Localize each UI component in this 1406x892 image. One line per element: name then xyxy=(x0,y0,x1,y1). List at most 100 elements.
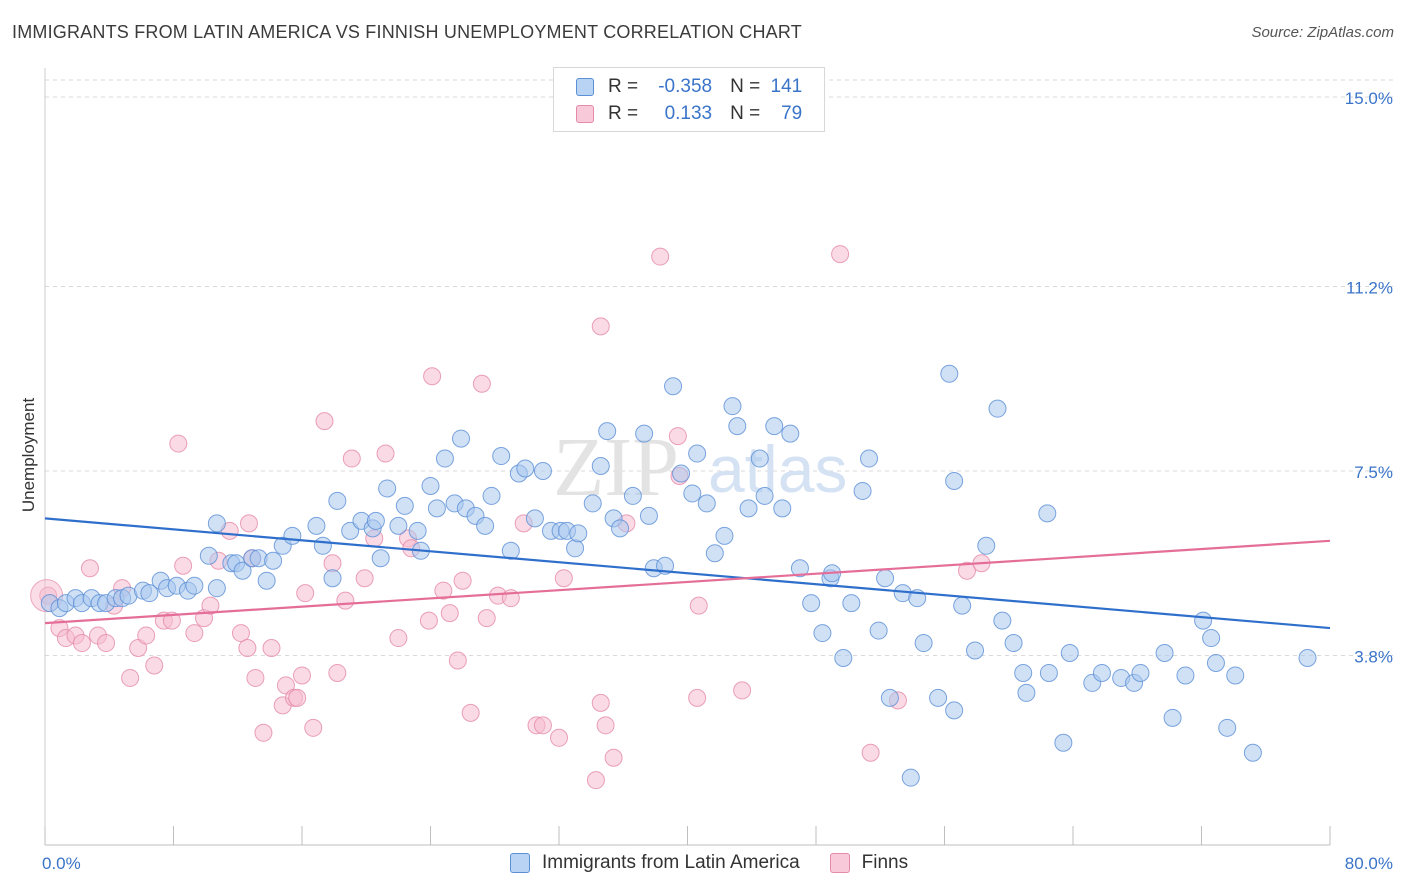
latin-america-point xyxy=(233,561,252,580)
latin-america-point xyxy=(853,481,872,500)
finns-point xyxy=(254,723,273,742)
latin-america-point xyxy=(842,594,861,613)
latin-america-point xyxy=(1218,718,1237,737)
latin-america-point xyxy=(611,519,630,538)
finns-point xyxy=(355,569,374,588)
latin-america-point xyxy=(940,364,959,383)
latin-america-point xyxy=(492,447,511,466)
latin-america-point xyxy=(755,486,774,505)
latin-america-point xyxy=(283,526,302,545)
latin-america-point xyxy=(953,596,972,615)
latin-america-point xyxy=(773,499,792,518)
finns-point xyxy=(262,639,281,658)
finns-point xyxy=(288,688,307,707)
legend-n-value: 141 xyxy=(770,76,803,97)
latin-america-point xyxy=(264,551,283,570)
latin-america-point xyxy=(257,571,276,590)
latin-america-point xyxy=(966,641,985,660)
latin-america-point xyxy=(1163,708,1182,727)
latin-america-point xyxy=(371,549,390,568)
finns-point xyxy=(448,651,467,670)
legend-row-finns: R = 0.133 N = 79 xyxy=(576,101,802,127)
legend-swatch-pink xyxy=(576,105,594,123)
latin-america-point xyxy=(569,524,588,543)
legend-r-value: 0.133 xyxy=(664,103,713,124)
latin-america-point xyxy=(1092,663,1111,682)
finns-point xyxy=(419,611,438,630)
finns-point xyxy=(72,634,91,653)
watermark-atlas: atlas xyxy=(708,432,847,506)
latin-america-point xyxy=(715,526,734,545)
finns-point xyxy=(533,716,552,735)
latin-america-point xyxy=(697,494,716,513)
latin-america-point xyxy=(705,544,724,563)
finns-point xyxy=(453,571,472,590)
latin-america-point xyxy=(813,624,832,643)
latin-america-point xyxy=(366,511,385,530)
latin-america-point xyxy=(482,486,501,505)
latin-america-point xyxy=(307,516,326,535)
finns-point xyxy=(137,626,156,645)
legend-n-value: 79 xyxy=(781,103,803,124)
latin-america-point xyxy=(869,621,888,640)
latin-america-point xyxy=(598,422,617,441)
latin-america-point xyxy=(901,768,920,787)
finns-point xyxy=(145,656,164,675)
latin-america-point xyxy=(452,429,471,448)
latin-america-point xyxy=(566,539,585,558)
latin-america-point xyxy=(723,397,742,416)
finns-point xyxy=(389,629,408,648)
latin-america-point xyxy=(421,476,440,495)
finns-point xyxy=(591,693,610,712)
series-legend: Immigrants from Latin America Finns xyxy=(510,852,938,874)
finns-point xyxy=(604,748,623,767)
latin-america-point xyxy=(1298,649,1317,667)
x-tick-label: 0.0% xyxy=(42,854,81,873)
latin-america-point xyxy=(1155,644,1174,663)
latin-america-point xyxy=(1194,611,1213,630)
latin-america-point xyxy=(525,509,544,528)
latin-america-point xyxy=(533,462,552,480)
finns-point xyxy=(185,624,204,643)
latin-america-point xyxy=(501,541,520,560)
finns-point xyxy=(688,688,707,707)
axes xyxy=(44,68,1331,846)
correlation-legend: R = -0.358 N = 141 R = 0.133 N = 79 xyxy=(553,67,825,132)
latin-america-point xyxy=(1243,743,1262,762)
series-legend-latin-america: Immigrants from Latin America xyxy=(510,852,800,874)
latin-america-point xyxy=(199,546,218,565)
finns-point xyxy=(231,624,250,643)
latin-america-point xyxy=(929,688,948,707)
finns-point xyxy=(861,743,880,762)
y-tick-label: 15.0% xyxy=(1345,89,1393,108)
latin-america-point xyxy=(802,594,821,613)
finns-trend-line xyxy=(44,539,1331,625)
latin-america-point xyxy=(977,536,996,555)
legend-n-label: N = xyxy=(730,103,761,124)
finns-point xyxy=(434,581,453,600)
legend-r-label: R = xyxy=(608,76,639,97)
finns-point xyxy=(239,514,258,533)
finns-point xyxy=(477,609,496,628)
latin-america-point xyxy=(728,417,747,436)
finns-point xyxy=(328,663,347,682)
finns-point xyxy=(550,728,568,747)
finns-point xyxy=(423,367,442,386)
finns-point xyxy=(440,604,459,623)
x-tick-label: 80.0% xyxy=(1345,854,1393,873)
legend-r-value: -0.358 xyxy=(658,76,713,97)
finns-point xyxy=(304,718,323,737)
latin-america-point xyxy=(1017,683,1036,702)
finns-point xyxy=(831,245,850,264)
latin-america-point xyxy=(207,579,226,598)
y-tick-label: 3.8% xyxy=(1354,648,1393,667)
latin-america-points xyxy=(40,364,1317,787)
tick-labels: 3.8% 7.5% 11.2% 15.0% 0.0% 80.0% xyxy=(42,89,1393,873)
finns-point xyxy=(323,554,342,573)
latin-america-point xyxy=(1039,663,1058,682)
latin-america-point xyxy=(395,496,414,515)
trend-lines xyxy=(44,517,1331,630)
latin-america-point xyxy=(389,516,408,535)
latin-america-point xyxy=(476,516,495,535)
